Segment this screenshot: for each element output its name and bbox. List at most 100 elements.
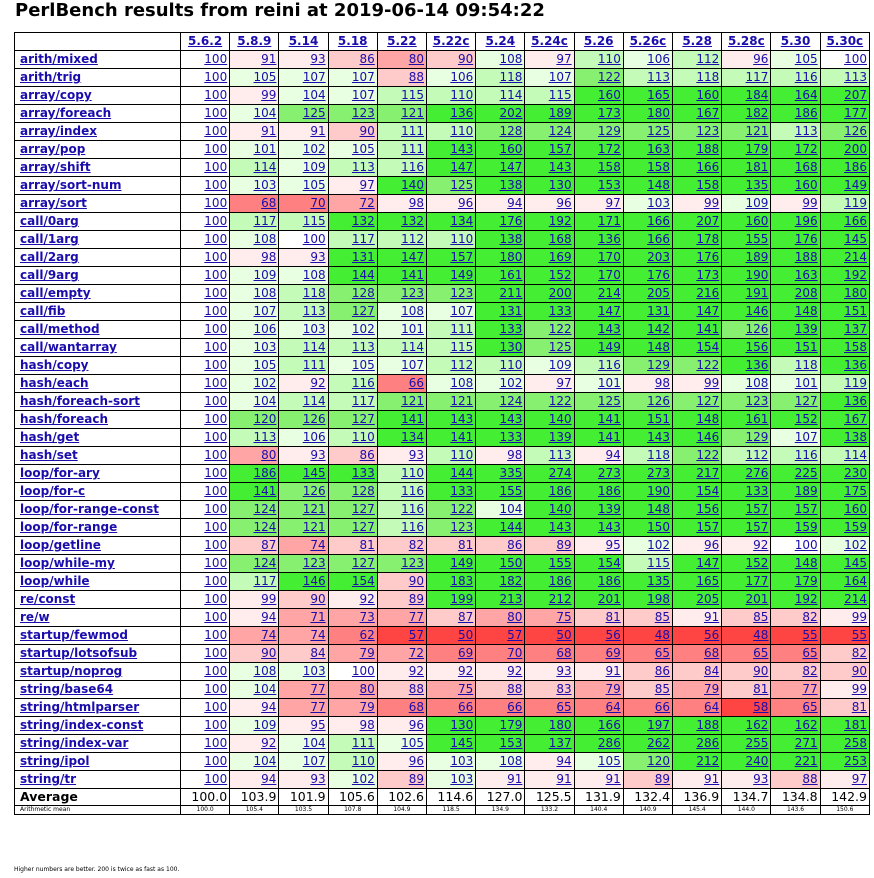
- value-cell[interactable]: 128: [475, 122, 526, 141]
- value-cell[interactable]: 160: [721, 212, 772, 231]
- value-cell[interactable]: 74: [278, 626, 329, 645]
- value-cell[interactable]: 190: [622, 482, 674, 501]
- value-cell[interactable]: 125: [524, 338, 575, 357]
- value-link[interactable]: 100: [204, 466, 228, 480]
- value-cell[interactable]: 212: [524, 590, 575, 609]
- benchmark-name-cell[interactable]: array/index: [14, 122, 181, 141]
- value-link[interactable]: 137: [548, 736, 572, 750]
- value-cell[interactable]: 168: [770, 158, 821, 177]
- value-cell[interactable]: 186: [770, 104, 821, 123]
- value-cell[interactable]: 132: [376, 212, 428, 231]
- value-cell[interactable]: 116: [376, 482, 428, 501]
- value-link[interactable]: 138: [844, 430, 867, 444]
- value-cell[interactable]: 105: [229, 356, 280, 375]
- value-link[interactable]: 149: [597, 340, 621, 354]
- value-cell[interactable]: 196: [770, 212, 821, 231]
- value-link[interactable]: 128: [351, 286, 375, 300]
- benchmark-link[interactable]: call/0arg: [20, 214, 79, 228]
- value-cell[interactable]: 105: [573, 752, 624, 771]
- value-link[interactable]: 152: [745, 556, 769, 570]
- benchmark-name-cell[interactable]: string/index-var: [14, 734, 181, 753]
- value-cell[interactable]: 104: [229, 104, 280, 123]
- value-cell[interactable]: 98: [327, 716, 378, 735]
- value-link[interactable]: 180: [548, 718, 572, 732]
- value-link[interactable]: 146: [745, 304, 769, 318]
- version-header[interactable]: 5.26c: [622, 32, 674, 51]
- value-cell[interactable]: 162: [721, 716, 772, 735]
- benchmark-link[interactable]: hash/copy: [20, 358, 89, 372]
- value-cell[interactable]: 94: [229, 608, 280, 627]
- value-cell[interactable]: 273: [622, 464, 674, 483]
- value-link[interactable]: 108: [401, 304, 425, 318]
- value-cell[interactable]: 108: [229, 284, 280, 303]
- value-link[interactable]: 113: [647, 70, 671, 84]
- value-cell[interactable]: 157: [524, 140, 575, 159]
- benchmark-name-cell[interactable]: array/copy: [14, 86, 181, 105]
- value-cell[interactable]: 205: [672, 590, 723, 609]
- value-cell[interactable]: 100: [179, 734, 231, 753]
- value-link[interactable]: 92: [359, 592, 375, 606]
- value-cell[interactable]: 48: [721, 626, 772, 645]
- value-cell[interactable]: 85: [622, 680, 674, 699]
- value-cell[interactable]: 121: [278, 518, 329, 537]
- value-link[interactable]: 100: [204, 70, 228, 84]
- value-cell[interactable]: 176: [475, 212, 526, 231]
- value-link[interactable]: 106: [302, 430, 326, 444]
- value-link[interactable]: 85: [654, 610, 671, 624]
- value-link[interactable]: 276: [745, 466, 769, 480]
- value-link[interactable]: 335: [499, 466, 523, 480]
- version-link[interactable]: 5.24: [485, 34, 516, 48]
- value-cell[interactable]: 107: [327, 86, 378, 105]
- value-cell[interactable]: 70: [475, 644, 526, 663]
- value-cell[interactable]: 114: [229, 158, 280, 177]
- value-cell[interactable]: 286: [573, 734, 624, 753]
- value-link[interactable]: 162: [794, 718, 818, 732]
- value-cell[interactable]: 157: [672, 518, 723, 537]
- value-link[interactable]: 116: [794, 70, 818, 84]
- value-link[interactable]: 179: [745, 142, 769, 156]
- value-cell[interactable]: 86: [475, 536, 526, 555]
- benchmark-name-cell[interactable]: loop/for-range-const: [14, 500, 181, 519]
- value-link[interactable]: 124: [253, 556, 277, 570]
- benchmark-link[interactable]: call/1arg: [20, 232, 79, 246]
- value-link[interactable]: 93: [310, 772, 326, 786]
- value-link[interactable]: 148: [696, 412, 720, 426]
- value-cell[interactable]: 99: [229, 86, 280, 105]
- value-cell[interactable]: 123: [278, 554, 329, 573]
- value-link[interactable]: 144: [499, 520, 523, 534]
- value-link[interactable]: 157: [450, 250, 474, 264]
- value-cell[interactable]: 96: [721, 50, 772, 69]
- benchmark-name-cell[interactable]: arith/trig: [14, 68, 181, 87]
- value-link[interactable]: 86: [359, 52, 375, 66]
- value-link[interactable]: 115: [302, 214, 326, 228]
- value-link[interactable]: 81: [457, 538, 474, 552]
- value-link[interactable]: 96: [753, 52, 769, 66]
- value-link[interactable]: 186: [548, 484, 572, 498]
- value-link[interactable]: 199: [450, 592, 474, 606]
- value-link[interactable]: 70: [310, 196, 326, 210]
- value-link[interactable]: 156: [745, 340, 769, 354]
- value-link[interactable]: 143: [450, 412, 474, 426]
- value-cell[interactable]: 188: [770, 248, 821, 267]
- value-cell[interactable]: 79: [327, 698, 378, 717]
- value-cell[interactable]: 100: [179, 158, 231, 177]
- value-cell[interactable]: 66: [376, 374, 428, 393]
- value-link[interactable]: 173: [597, 106, 621, 120]
- value-cell[interactable]: 100: [179, 50, 231, 69]
- value-cell[interactable]: 100: [179, 608, 231, 627]
- value-cell[interactable]: 136: [426, 104, 477, 123]
- value-cell[interactable]: 86: [622, 662, 674, 681]
- value-cell[interactable]: 90: [376, 572, 428, 591]
- value-cell[interactable]: 100: [179, 284, 231, 303]
- value-link[interactable]: 107: [794, 430, 818, 444]
- value-link[interactable]: 97: [851, 772, 867, 786]
- benchmark-name-cell[interactable]: startup/noprog: [14, 662, 181, 681]
- value-link[interactable]: 143: [548, 160, 572, 174]
- benchmark-link[interactable]: array/copy: [20, 88, 92, 102]
- value-cell[interactable]: 161: [721, 410, 772, 429]
- value-link[interactable]: 109: [253, 268, 277, 282]
- value-link[interactable]: 102: [351, 322, 375, 336]
- value-link[interactable]: 103: [302, 664, 326, 678]
- value-link[interactable]: 121: [450, 394, 474, 408]
- value-cell[interactable]: 109: [229, 266, 280, 285]
